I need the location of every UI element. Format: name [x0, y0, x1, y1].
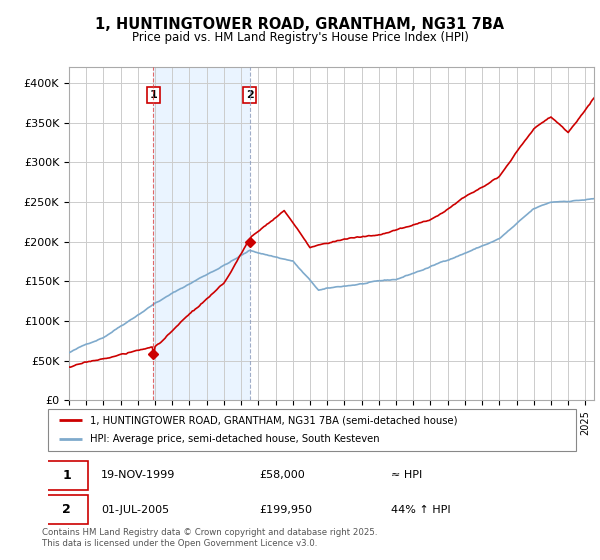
Text: £199,950: £199,950 [259, 505, 312, 515]
Text: 2: 2 [246, 90, 254, 100]
Text: 44% ↑ HPI: 44% ↑ HPI [391, 505, 451, 515]
Text: 01-JUL-2005: 01-JUL-2005 [101, 505, 169, 515]
FancyBboxPatch shape [46, 461, 88, 490]
Bar [153, 67, 250, 400]
FancyBboxPatch shape [48, 409, 576, 451]
Text: ≈ HPI: ≈ HPI [391, 470, 422, 480]
Text: 1: 1 [62, 469, 71, 482]
Text: 1: 1 [149, 90, 157, 100]
Text: 1, HUNTINGTOWER ROAD, GRANTHAM, NG31 7BA: 1, HUNTINGTOWER ROAD, GRANTHAM, NG31 7BA [95, 17, 505, 31]
Text: HPI: Average price, semi-detached house, South Kesteven: HPI: Average price, semi-detached house,… [90, 435, 380, 445]
Text: 2: 2 [62, 503, 71, 516]
Text: 19-NOV-1999: 19-NOV-1999 [101, 470, 175, 480]
Text: Price paid vs. HM Land Registry's House Price Index (HPI): Price paid vs. HM Land Registry's House … [131, 31, 469, 44]
Text: Contains HM Land Registry data © Crown copyright and database right 2025.
This d: Contains HM Land Registry data © Crown c… [42, 528, 377, 548]
Text: £58,000: £58,000 [259, 470, 305, 480]
Text: 1, HUNTINGTOWER ROAD, GRANTHAM, NG31 7BA (semi-detached house): 1, HUNTINGTOWER ROAD, GRANTHAM, NG31 7BA… [90, 415, 458, 425]
FancyBboxPatch shape [46, 495, 88, 524]
